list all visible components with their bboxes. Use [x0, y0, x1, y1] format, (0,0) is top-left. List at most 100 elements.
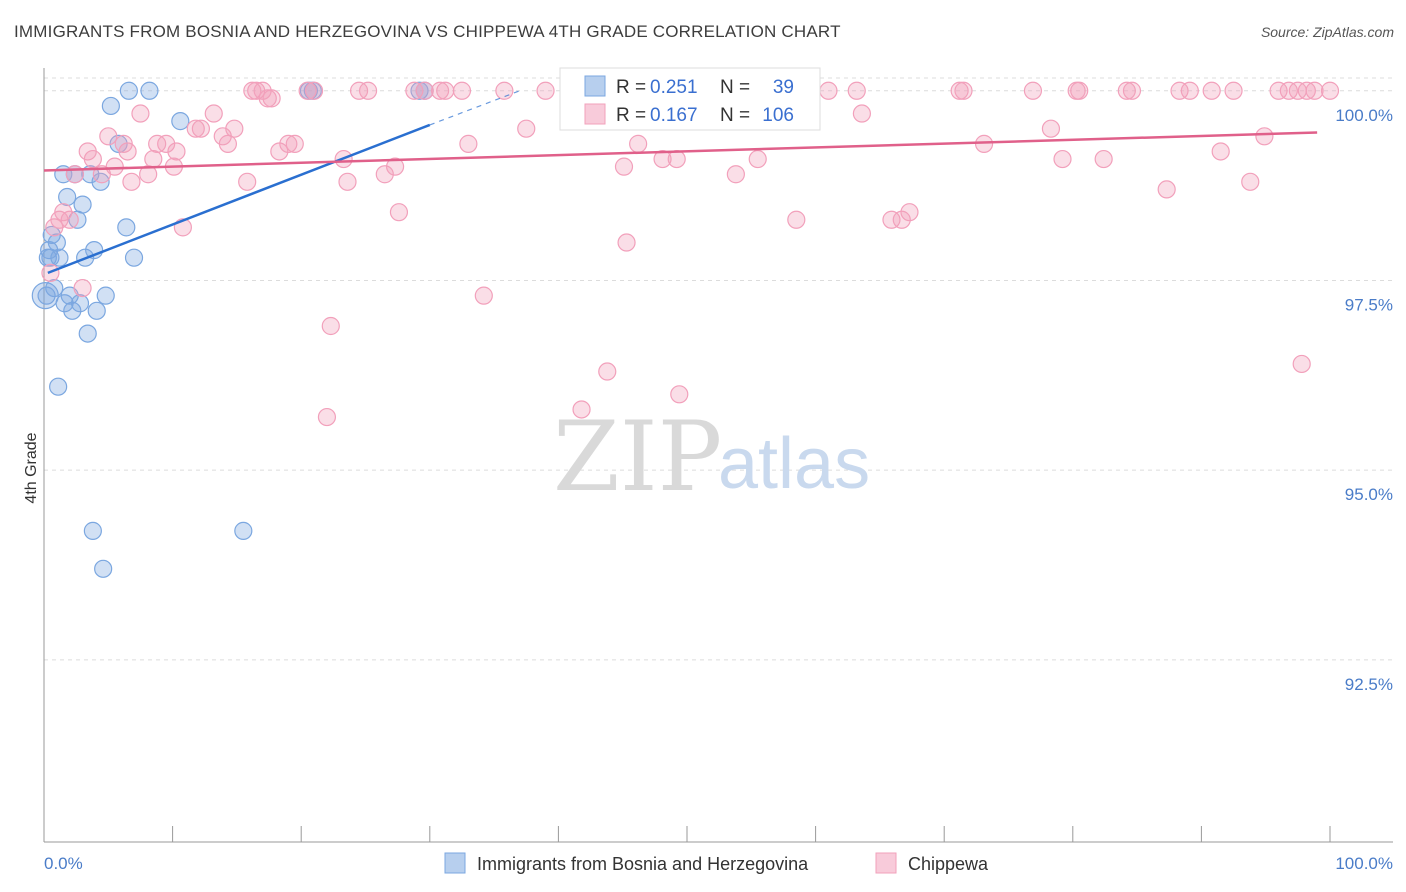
point-chippewa-66 — [653, 149, 672, 169]
point-chippewa-103 — [1297, 81, 1316, 100]
point-chippewa-40 — [321, 316, 340, 336]
y-tick-label-3: 100.0% — [1335, 106, 1393, 125]
point-bosnia-25 — [94, 559, 113, 578]
point-chippewa-84 — [1041, 119, 1061, 138]
point-chippewa-51 — [430, 81, 450, 100]
trend-lines — [43, 90, 1318, 275]
point-bosnia-30 — [119, 81, 138, 100]
point-chippewa-48 — [389, 203, 409, 222]
point-chippewa-95 — [1211, 142, 1230, 161]
chart-title: IMMIGRANTS FROM BOSNIA AND HERZEGOVINA V… — [14, 22, 841, 41]
y-axis-label: 4th Grade — [23, 432, 40, 503]
trend-line-bosnia-extension — [429, 90, 521, 126]
point-chippewa-94 — [1202, 81, 1221, 100]
stats-r-value-1: 0.167 — [650, 105, 698, 126]
trend-line-chippewa — [43, 131, 1318, 172]
y-tick-label-0: 92.5% — [1345, 675, 1393, 694]
point-chippewa-34 — [262, 89, 281, 108]
point-bosnia-2 — [40, 241, 59, 260]
point-chippewa-29 — [238, 172, 257, 191]
point-chippewa-89 — [1117, 81, 1136, 100]
stats-legend: R = 0.251 N = 39 R = 0.167 N = 106 — [559, 67, 821, 131]
point-bosnia-37 — [410, 81, 429, 100]
point-chippewa-19 — [157, 134, 176, 153]
point-bosnia-6 — [47, 233, 66, 252]
point-chippewa-37 — [285, 134, 304, 153]
point-chippewa-98 — [1255, 127, 1274, 146]
point-chippewa-24 — [191, 119, 210, 138]
point-bosnia-8 — [50, 248, 69, 267]
point-chippewa-6 — [73, 278, 92, 298]
point-chippewa-45 — [358, 81, 378, 100]
point-chippewa-50 — [415, 81, 434, 100]
point-chippewa-11 — [105, 157, 124, 176]
point-chippewa-33 — [258, 89, 277, 108]
stats-n-value-0: 39 — [773, 77, 794, 98]
point-chippewa-75 — [847, 81, 866, 100]
point-chippewa-85 — [1053, 149, 1072, 169]
point-chippewa-23 — [186, 119, 205, 138]
point-chippewa-88 — [1094, 149, 1113, 169]
point-chippewa-80 — [950, 81, 969, 100]
stats-r-label-0: R = — [616, 77, 646, 98]
point-chippewa-4 — [60, 210, 79, 229]
x-tick-label-1: 100.0% — [1335, 854, 1393, 873]
source-credit: Source: ZipAtlas.com — [1260, 24, 1394, 40]
point-chippewa-104 — [1305, 81, 1324, 100]
stats-swatch-1 — [584, 103, 606, 125]
point-chippewa-27 — [218, 134, 237, 153]
point-chippewa-25 — [204, 104, 223, 123]
x-tick-labels: 0.0% 100.0% — [44, 854, 1393, 873]
point-chippewa-83 — [1023, 81, 1043, 100]
point-bosnia-33 — [171, 112, 190, 131]
point-chippewa-74 — [819, 81, 838, 100]
watermark: ZIP atlas — [553, 401, 870, 513]
point-bosnia-27 — [101, 96, 120, 116]
point-bosnia-17 — [73, 195, 92, 214]
point-bosnia-0 — [37, 286, 56, 305]
stats-r-label-1: R = — [616, 105, 646, 126]
point-chippewa-76 — [852, 104, 871, 123]
stats-n-label-0: N = — [720, 77, 750, 98]
point-chippewa-30 — [243, 81, 262, 100]
watermark-zip: ZIP — [553, 401, 722, 513]
x-tick-label-0: 0.0% — [44, 854, 83, 873]
y-tick-label-2: 97.5% — [1345, 295, 1393, 314]
point-bosnia-16 — [70, 294, 90, 313]
point-chippewa-46 — [375, 165, 394, 184]
point-bosnia-21 — [83, 521, 102, 540]
point-chippewa-81 — [954, 81, 973, 100]
point-chippewa-54 — [459, 134, 478, 153]
stats-n-label-1: N = — [720, 105, 750, 126]
series-legend: Immigrants from Bosnia and Herzegovina Ch… — [444, 852, 989, 874]
point-chippewa-90 — [1122, 81, 1142, 100]
point-bosnia-23 — [87, 301, 106, 320]
point-chippewa-53 — [452, 81, 472, 100]
point-chippewa-43 — [338, 172, 357, 191]
point-chippewa-99 — [1269, 81, 1288, 100]
point-bosnia-19 — [78, 324, 97, 343]
point-chippewa-58 — [536, 81, 555, 100]
point-chippewa-64 — [629, 134, 648, 153]
stats-n-value-1: 106 — [762, 105, 794, 126]
point-bosnia-11 — [58, 187, 77, 207]
point-chippewa-63 — [617, 233, 636, 252]
point-chippewa-78 — [892, 210, 911, 229]
point-chippewa-60 — [572, 400, 591, 419]
point-chippewa-92 — [1170, 81, 1189, 100]
point-chippewa-41 — [317, 407, 337, 427]
y-tick-label-1: 95.0% — [1345, 485, 1393, 504]
point-chippewa-97 — [1241, 172, 1260, 191]
legend-label-1: Chippewa — [908, 854, 989, 874]
point-chippewa-93 — [1180, 81, 1199, 100]
point-chippewa-87 — [1070, 81, 1089, 100]
point-chippewa-55 — [474, 286, 493, 305]
point-bosnia-26 — [96, 286, 115, 305]
axes — [43, 68, 1393, 843]
point-chippewa-3 — [54, 203, 73, 222]
stats-swatch-0 — [584, 75, 606, 97]
point-chippewa-21 — [167, 142, 186, 161]
point-chippewa-67 — [667, 149, 686, 169]
point-bosnia-32 — [140, 81, 159, 100]
